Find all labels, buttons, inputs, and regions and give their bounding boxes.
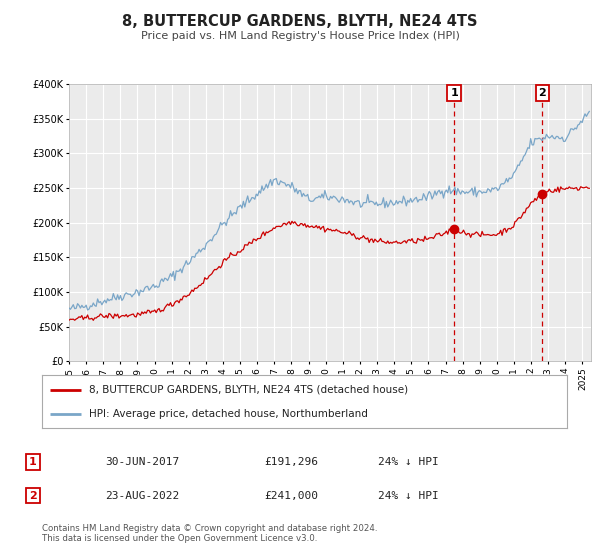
Text: 8, BUTTERCUP GARDENS, BLYTH, NE24 4TS (detached house): 8, BUTTERCUP GARDENS, BLYTH, NE24 4TS (d… xyxy=(89,385,409,395)
Text: £191,296: £191,296 xyxy=(264,457,318,467)
Text: 1: 1 xyxy=(29,457,37,467)
Text: 1: 1 xyxy=(450,88,458,98)
Text: 8, BUTTERCUP GARDENS, BLYTH, NE24 4TS: 8, BUTTERCUP GARDENS, BLYTH, NE24 4TS xyxy=(122,14,478,29)
Text: £241,000: £241,000 xyxy=(264,491,318,501)
Text: Contains HM Land Registry data © Crown copyright and database right 2024.
This d: Contains HM Land Registry data © Crown c… xyxy=(42,524,377,543)
Text: 24% ↓ HPI: 24% ↓ HPI xyxy=(378,457,439,467)
Text: 23-AUG-2022: 23-AUG-2022 xyxy=(105,491,179,501)
Text: 2: 2 xyxy=(29,491,37,501)
Text: Price paid vs. HM Land Registry's House Price Index (HPI): Price paid vs. HM Land Registry's House … xyxy=(140,31,460,41)
Text: 24% ↓ HPI: 24% ↓ HPI xyxy=(378,491,439,501)
Text: 30-JUN-2017: 30-JUN-2017 xyxy=(105,457,179,467)
Text: HPI: Average price, detached house, Northumberland: HPI: Average price, detached house, Nort… xyxy=(89,409,368,419)
Text: 2: 2 xyxy=(538,88,546,98)
